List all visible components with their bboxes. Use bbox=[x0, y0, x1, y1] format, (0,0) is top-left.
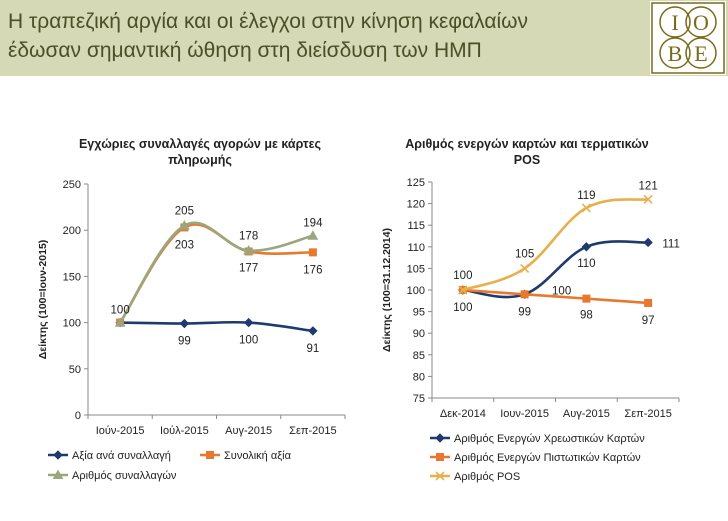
data-point bbox=[520, 290, 529, 299]
data-point bbox=[643, 194, 653, 204]
y-axis-label: Δείκτης (100=Ιουν-2015) bbox=[37, 240, 49, 360]
y-axis-label: Δείκτης (100=31.12.2014) bbox=[381, 228, 393, 352]
data-label: 98 bbox=[580, 310, 593, 322]
series-line-1 bbox=[462, 240, 649, 299]
logo-letter-4: E bbox=[694, 41, 707, 66]
data-point bbox=[179, 220, 190, 230]
data-label: 119 bbox=[577, 190, 595, 202]
data-label: 178 bbox=[239, 231, 258, 243]
y-tick-label: 200 bbox=[63, 225, 81, 237]
data-point bbox=[243, 317, 254, 328]
legend-marker bbox=[52, 469, 64, 479]
data-label: 177 bbox=[239, 262, 258, 274]
y-tick-label: 100 bbox=[63, 318, 81, 330]
y-tick-label: 80 bbox=[413, 371, 425, 383]
legend-marker bbox=[435, 471, 445, 481]
data-point bbox=[458, 285, 468, 295]
y-tick-label: 95 bbox=[413, 307, 425, 319]
logo-letter-2: O bbox=[693, 10, 709, 35]
x-tick-label: Αυγ-2015 bbox=[563, 408, 610, 420]
data-label: 105 bbox=[515, 248, 534, 260]
legend-label: Αριθμός συναλλαγών bbox=[72, 470, 177, 482]
series-line-1 bbox=[120, 320, 314, 333]
chart-title-line-1: Εγχώριες συναλλαγές αγορών με κάρτες bbox=[79, 137, 321, 151]
data-label: 194 bbox=[303, 218, 323, 230]
y-tick-label: 85 bbox=[413, 350, 425, 362]
data-label: 176 bbox=[303, 264, 322, 276]
logo-letter-1: I bbox=[671, 10, 678, 35]
data-point bbox=[582, 294, 591, 303]
legend-marker bbox=[53, 450, 63, 460]
data-label: 97 bbox=[642, 315, 655, 327]
data-point bbox=[308, 326, 318, 336]
y-tick-label: 125 bbox=[407, 177, 425, 189]
slide-title-line-2: έδωσαν σημαντική ώθηση στη διείσδυση των… bbox=[8, 39, 482, 62]
legend-marker bbox=[436, 453, 444, 461]
x-tick-label: Αυγ-2015 bbox=[225, 425, 272, 437]
y-tick-label: 120 bbox=[407, 199, 425, 211]
y-tick-label: 50 bbox=[69, 364, 81, 376]
y-tick-label: 105 bbox=[407, 263, 425, 275]
series-line-2 bbox=[462, 288, 649, 305]
x-tick-label: Δεκ-2014 bbox=[440, 408, 486, 420]
slide-header: Η τραπεζική αργία και οι έλεγχοι στην κί… bbox=[0, 0, 728, 76]
data-point bbox=[307, 230, 319, 240]
data-label: 203 bbox=[175, 239, 194, 251]
data-label: 205 bbox=[175, 206, 194, 218]
data-label: 100 bbox=[453, 270, 472, 282]
x-tick-label: Σεπ-2015 bbox=[624, 408, 671, 420]
data-point bbox=[520, 263, 530, 273]
data-point bbox=[644, 298, 653, 307]
series-line-3 bbox=[119, 221, 314, 324]
x-tick-label: Ιούν-2015 bbox=[96, 425, 145, 437]
data-label: 91 bbox=[306, 343, 319, 355]
data-label: 99 bbox=[178, 336, 191, 348]
y-tick-label: 100 bbox=[407, 285, 425, 297]
slide-title-line-1: Η τραπεζική αργία και οι έλεγχοι στην κί… bbox=[8, 10, 529, 33]
data-label: 111 bbox=[662, 238, 679, 250]
data-label: 100 bbox=[552, 285, 571, 297]
y-tick-label: 115 bbox=[407, 220, 425, 232]
data-label: 100 bbox=[111, 305, 130, 317]
legend-label: Αξία ανά συναλλαγή bbox=[72, 450, 171, 462]
data-label: 99 bbox=[518, 306, 531, 318]
chart-title-line-2: POS bbox=[514, 153, 540, 167]
data-label: 110 bbox=[577, 258, 595, 270]
data-point bbox=[308, 248, 317, 257]
data-label: 100 bbox=[239, 335, 258, 347]
legend-marker bbox=[206, 451, 214, 459]
chart-title-line-2: πληρωμής bbox=[168, 153, 232, 167]
x-tick-label: Σεπ-2015 bbox=[289, 425, 336, 437]
iobe-logo: I O B E bbox=[650, 1, 726, 75]
y-tick-label: 75 bbox=[413, 393, 425, 405]
y-tick-label: 110 bbox=[407, 242, 425, 254]
y-tick-label: 0 bbox=[75, 410, 81, 422]
slide-title: Η τραπεζική αργία και οι έλεγχοι στην κί… bbox=[8, 7, 628, 65]
legend-label: Αριθμός POS bbox=[454, 471, 520, 483]
chart-card-transactions: Εγχώριες συναλλαγές αγορών με κάρτες πληρ… bbox=[37, 137, 346, 482]
data-point bbox=[643, 237, 653, 248]
series-line-3 bbox=[462, 197, 649, 292]
data-label: 121 bbox=[639, 180, 658, 192]
chart-title-line-1: Αριθμός ενεργών καρτών και τερματικών bbox=[405, 137, 648, 151]
legend-label: Αριθμός Ενεργών Πιστωτικών Καρτών bbox=[454, 452, 641, 464]
data-point bbox=[243, 245, 254, 255]
data-point bbox=[114, 317, 126, 327]
x-tick-label: Ιούλ-2015 bbox=[160, 425, 209, 437]
data-point bbox=[179, 318, 190, 329]
x-tick-label: Ιουν-2015 bbox=[500, 408, 549, 420]
logo-letter-3: B bbox=[668, 41, 683, 66]
legend-label: Αριθμός Ενεργών Χρεωστικών Καρτών bbox=[454, 433, 645, 445]
y-tick-label: 90 bbox=[413, 328, 425, 340]
data-point bbox=[581, 203, 591, 213]
data-point bbox=[581, 242, 592, 252]
legend-label: Συνολική αξία bbox=[224, 450, 292, 462]
legend-marker bbox=[435, 433, 445, 443]
y-tick-label: 150 bbox=[63, 271, 81, 283]
y-tick-label: 250 bbox=[63, 179, 81, 191]
data-label: 100 bbox=[453, 302, 472, 314]
